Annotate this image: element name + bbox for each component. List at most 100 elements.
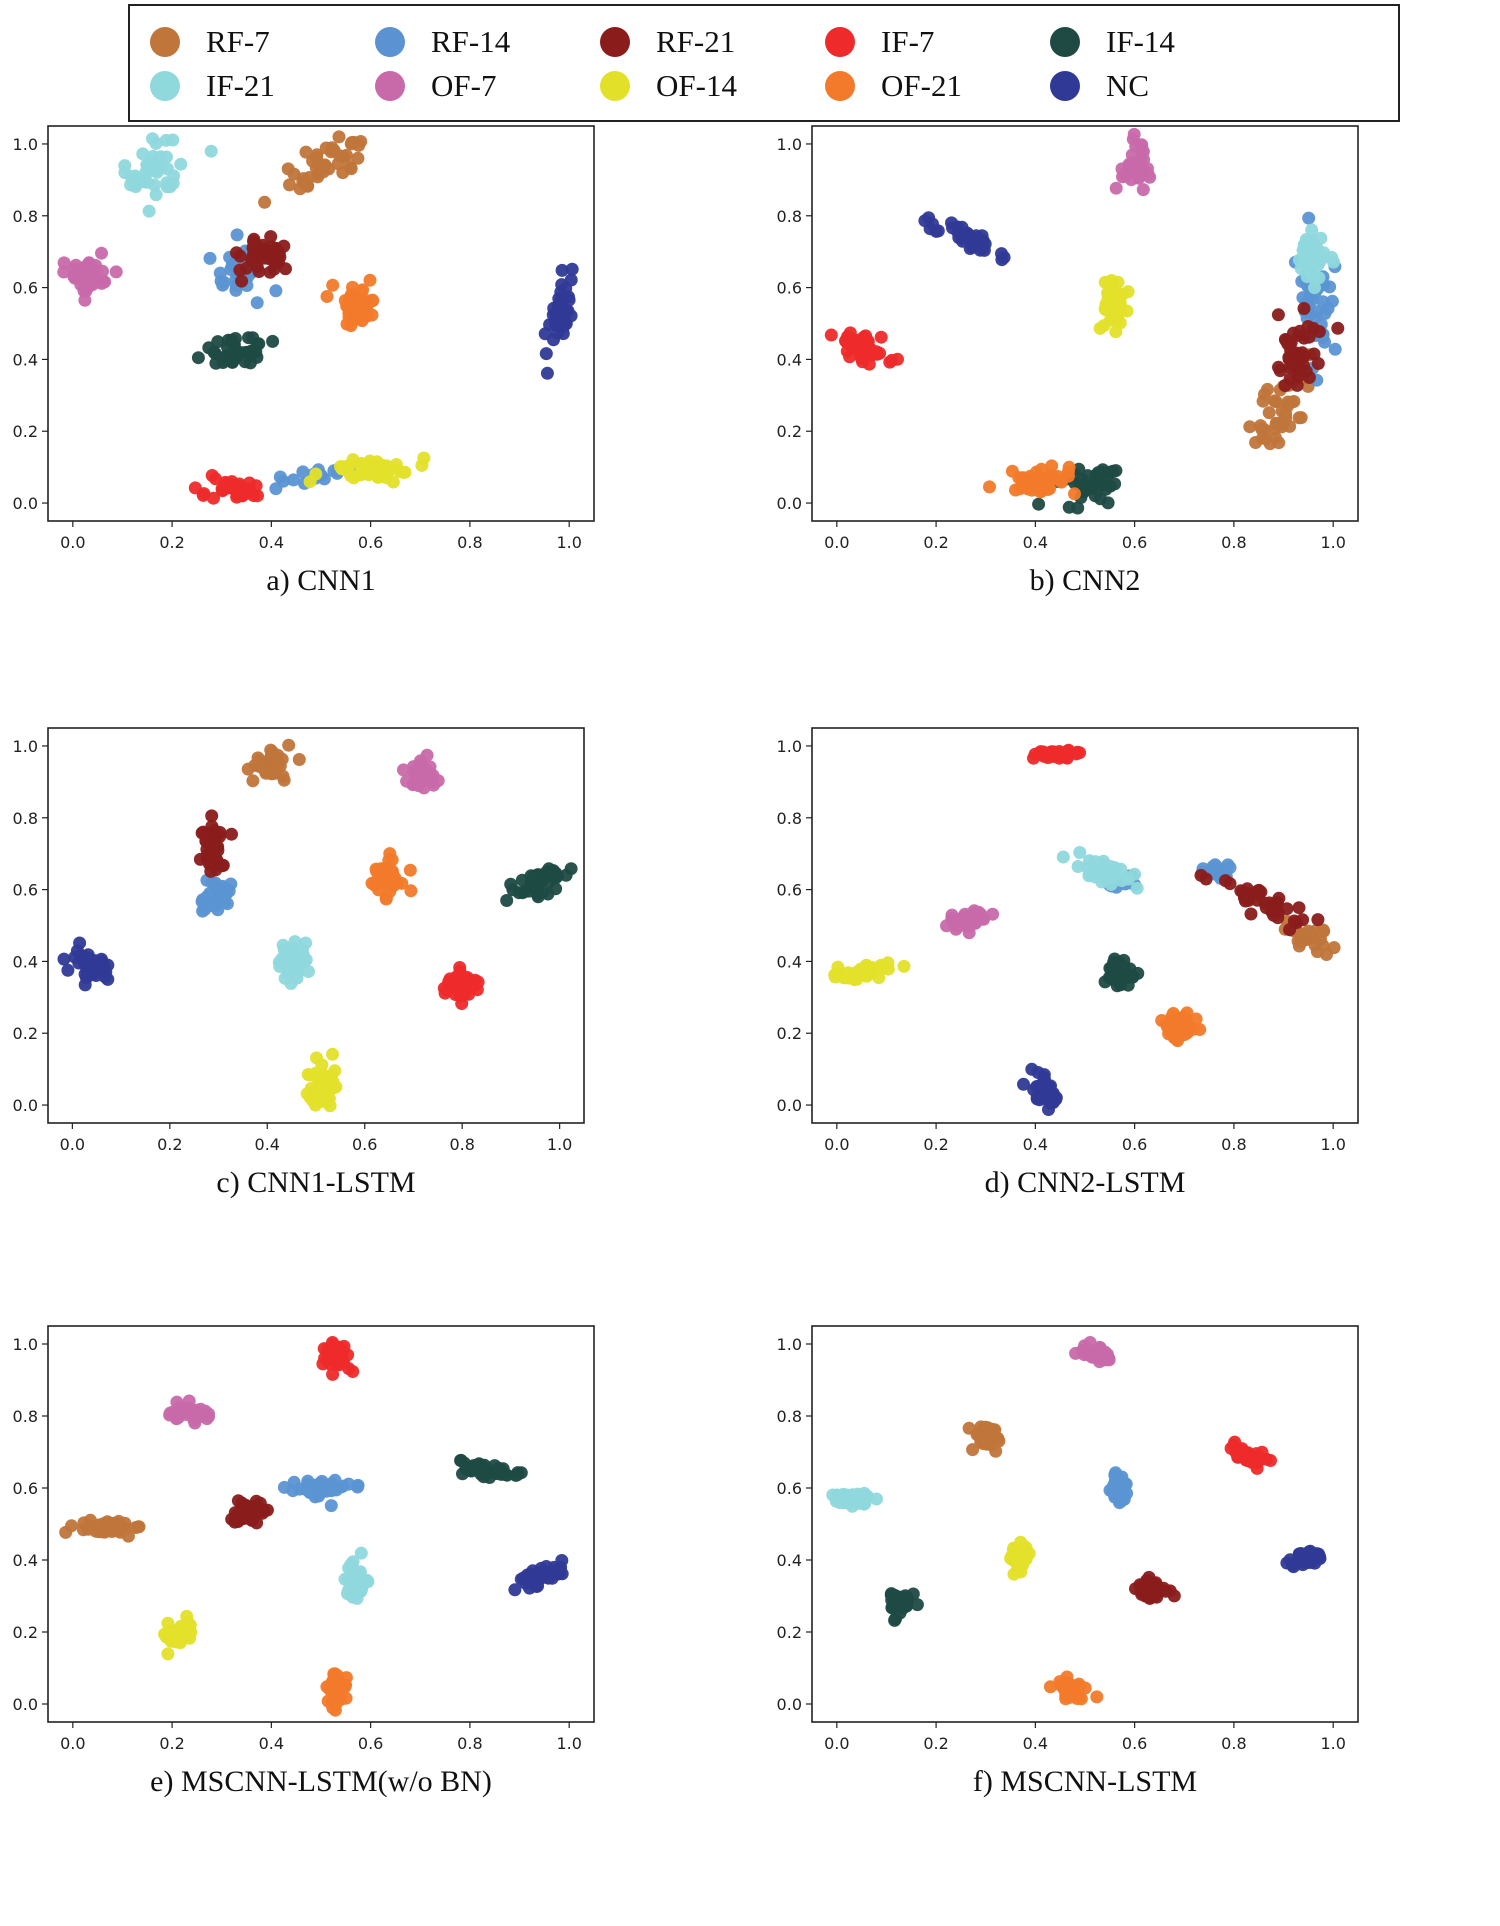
point-nc (954, 231, 968, 245)
legend-marker (150, 71, 180, 101)
x-tick-label: 1.0 (547, 1135, 572, 1154)
legend-marker (600, 27, 630, 57)
point-rf-14 (287, 1475, 301, 1489)
y-tick-label: 0.2 (13, 1024, 38, 1043)
y-tick-label: 0.8 (777, 809, 802, 828)
plot-frame (811, 727, 1359, 1124)
panel-cnn2-lstm: 0.0 0.2 0.4 0.6 0.8 1.0 0.0 0.2 0.4 0.6 0.8 1.0 d) C… (750, 722, 1500, 1322)
point-if-14 (472, 1457, 486, 1471)
point-if-14 (1072, 462, 1086, 476)
point-if-21 (136, 147, 150, 161)
point-if-14 (211, 335, 225, 349)
point-rf-14 (198, 901, 212, 915)
point-of-7 (80, 266, 94, 280)
point-if-7 (1264, 1454, 1277, 1467)
point-if-21 (1306, 270, 1320, 284)
point-if-7 (232, 477, 246, 491)
point-of-14 (161, 1647, 175, 1661)
x-tick-label: 0.8 (1221, 1135, 1246, 1154)
point-if-7 (1240, 1453, 1253, 1467)
point-rf-14 (203, 251, 217, 265)
point-of-14 (313, 1086, 327, 1100)
point-of-14 (360, 457, 374, 471)
plot-frame (811, 125, 1359, 522)
point-nc (78, 978, 92, 992)
x-tick-label: 0.0 (60, 1135, 85, 1154)
point-rf-21 (1219, 874, 1232, 888)
point-nc (1017, 1077, 1030, 1091)
legend: RF-7 RF-14 RF-21 IF-7 IF-14 IF-21 OF-7 OF-14 OF-… (128, 4, 1400, 122)
point-of-14 (346, 453, 360, 467)
point-rf-21 (1331, 321, 1345, 335)
point-of-14 (897, 959, 911, 973)
point-rf-7 (59, 1525, 73, 1539)
point-of-7 (1083, 1336, 1097, 1349)
legend-item: OF-7 (375, 66, 496, 106)
point-rf-21 (1194, 868, 1208, 882)
point-rf-21 (1268, 904, 1282, 918)
x-tick-label: 0.6 (1122, 533, 1147, 552)
y-tick-label: 0.8 (777, 207, 802, 226)
scatter-plot: 0.0 0.2 0.4 0.6 0.8 1.0 0.0 0.2 0.4 0.6 0.8 1.0 (13, 125, 595, 552)
point-of-7 (406, 778, 420, 792)
point-nc (547, 301, 561, 315)
x-tick-label: 0.6 (358, 1734, 383, 1753)
y-tick-label: 0.8 (13, 207, 38, 226)
point-if-7 (326, 1336, 339, 1349)
point-rf-21 (1291, 357, 1305, 371)
point-of-7 (431, 774, 445, 788)
x-tick-label: 0.4 (1023, 533, 1048, 552)
point-of-14 (415, 458, 429, 472)
y-tick-label: 0.0 (13, 1695, 38, 1714)
legend-label: OF-7 (431, 68, 497, 103)
scatter-plot: 0.0 0.2 0.4 0.6 0.8 1.0 0.0 0.2 0.4 0.6 0.8 1.0 (777, 727, 1359, 1154)
y-tick-label: 0.6 (777, 279, 802, 298)
panel-cnn1-lstm: 0.0 0.2 0.4 0.6 0.8 1.0 0.0 0.2 0.4 0.6 0.8 1.0 c) C… (0, 722, 750, 1322)
point-nc (548, 314, 562, 328)
point-if-14 (893, 1606, 907, 1620)
point-rf-21 (208, 824, 222, 838)
point-nc (540, 366, 554, 380)
point-rf-21 (1283, 923, 1297, 937)
y-tick-label: 0.6 (13, 881, 38, 900)
point-rf-21 (252, 265, 266, 278)
point-of-7 (198, 1404, 212, 1418)
panel-cnn1: 0.0 0.2 0.4 0.6 0.8 1.0 0.0 0.2 0.4 0.6 0.8 1.0 a) C… (0, 120, 750, 720)
y-tick-label: 0.4 (777, 350, 802, 369)
point-of-21 (1189, 1012, 1203, 1026)
legend-label: IF-14 (1106, 24, 1175, 59)
x-tick-label: 1.0 (556, 1734, 581, 1753)
point-rf-7 (1294, 411, 1308, 425)
point-rf-7 (1256, 394, 1270, 408)
point-of-14 (326, 1047, 339, 1061)
panel-mscnn-lstm: 0.0 0.2 0.4 0.6 0.8 1.0 0.0 0.2 0.4 0.6 0.8 1.0 f) M… (750, 1325, 1500, 1926)
point-nc (1033, 1084, 1047, 1098)
point-rf-21 (1296, 913, 1310, 927)
x-tick-label: 0.2 (159, 533, 184, 552)
point-rf-14 (325, 1484, 338, 1498)
point-rf-21 (262, 246, 276, 260)
y-tick-label: 1.0 (13, 135, 38, 154)
point-rf-14 (1119, 1477, 1133, 1491)
point-if-21 (135, 175, 149, 189)
point-if-21 (142, 204, 156, 218)
point-of-14 (1105, 296, 1119, 310)
point-of-21 (404, 884, 418, 898)
point-of-21 (1005, 464, 1019, 478)
point-if-7 (874, 330, 888, 344)
point-if-14 (524, 869, 538, 883)
point-rf-14 (1309, 310, 1323, 324)
panel-caption: e) MSCNN-LSTM(w/o BN) (150, 1765, 492, 1798)
point-of-14 (323, 1099, 337, 1113)
legend-marker (375, 71, 405, 101)
point-rf-7 (301, 178, 314, 192)
point-if-7 (460, 971, 474, 984)
point-rf-21 (250, 1516, 264, 1530)
point-of-14 (319, 1071, 333, 1085)
x-tick-label: 0.8 (457, 1734, 482, 1753)
points-layer (824, 127, 1345, 515)
point-rf-7 (258, 195, 272, 209)
point-if-7 (440, 983, 454, 997)
point-rf-7 (1283, 419, 1297, 433)
y-tick-label: 0.0 (13, 494, 38, 513)
